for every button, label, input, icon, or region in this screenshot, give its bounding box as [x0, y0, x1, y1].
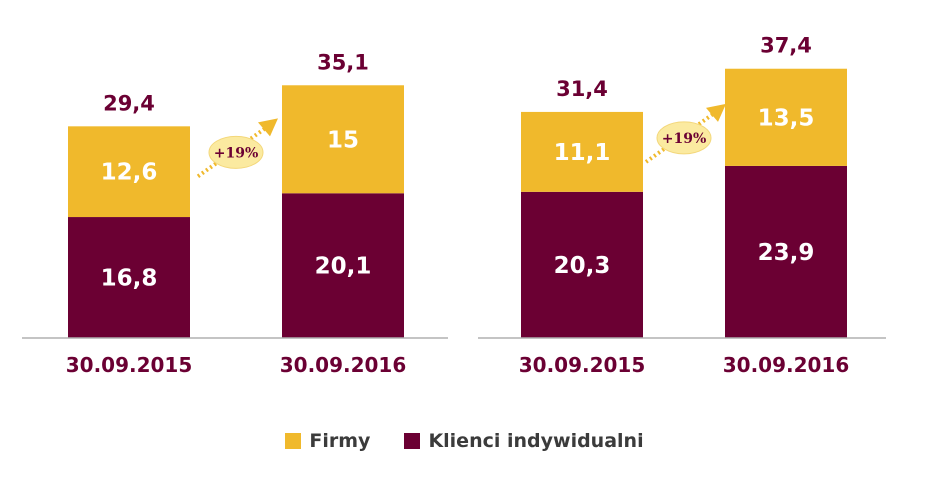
- legend-swatch-klienci: [404, 433, 421, 449]
- total-label-0-0: 29,4: [103, 91, 155, 115]
- bar-firmy-1-1: [725, 68, 847, 166]
- total-label-1-1: 37,4: [760, 34, 812, 58]
- growth-arrow-shaft-0: [196, 124, 270, 178]
- growth-label-0: +19%: [214, 145, 259, 161]
- data-label-klienci-1-1: 23,9: [758, 240, 815, 266]
- category-label-0-1: 30.09.2016: [280, 353, 407, 377]
- bar-firmy-0-1: [282, 85, 404, 194]
- legend: Firmy Klienci indywidualni: [0, 430, 929, 452]
- legend-item-firmy: Firmy: [285, 430, 370, 452]
- total-label-0-1: 35,1: [317, 50, 369, 74]
- data-label-klienci-0-1: 20,1: [315, 254, 372, 280]
- data-label-klienci-1-0: 20,3: [554, 253, 611, 279]
- legend-item-klienci: Klienci indywidualni: [404, 430, 644, 452]
- data-label-firmy-0-1: 15: [327, 127, 359, 153]
- growth-bubble-0: [208, 135, 264, 169]
- bar-klienci-0-0: [68, 217, 190, 338]
- growth-label-1: +19%: [662, 131, 707, 147]
- bar-firmy-1-0: [521, 111, 643, 192]
- chart-canvas: 16,8 12,6 29,4 30.09.2015 20,1 15 35,1 30.09.20…: [22, 34, 886, 377]
- legend-label-klienci: Klienci indywidualni: [428, 430, 644, 452]
- growth-arrow-shaft-1: [644, 110, 718, 164]
- legend-swatch-firmy: [285, 433, 302, 449]
- growth-bubble-1: [656, 121, 712, 155]
- bar-klienci-1-1: [725, 165, 847, 338]
- bar-klienci-0-1: [282, 193, 404, 338]
- bar-klienci-1-0: [521, 191, 643, 338]
- category-label-1-1: 30.09.2016: [723, 353, 850, 377]
- category-label-1-0: 30.09.2015: [519, 353, 646, 377]
- data-label-firmy-0-0: 12,6: [101, 160, 158, 186]
- category-label-0-0: 30.09.2015: [66, 353, 193, 377]
- growth-arrow-head-1: [706, 103, 726, 122]
- data-label-firmy-1-0: 11,1: [554, 140, 611, 166]
- data-label-firmy-1-1: 13,5: [758, 105, 815, 131]
- total-label-1-0: 31,4: [556, 77, 608, 101]
- legend-label-firmy: Firmy: [309, 430, 371, 452]
- growth-arrow-head-0: [258, 118, 278, 137]
- bar-firmy-0-0: [68, 126, 190, 218]
- data-label-klienci-0-0: 16,8: [101, 266, 158, 292]
